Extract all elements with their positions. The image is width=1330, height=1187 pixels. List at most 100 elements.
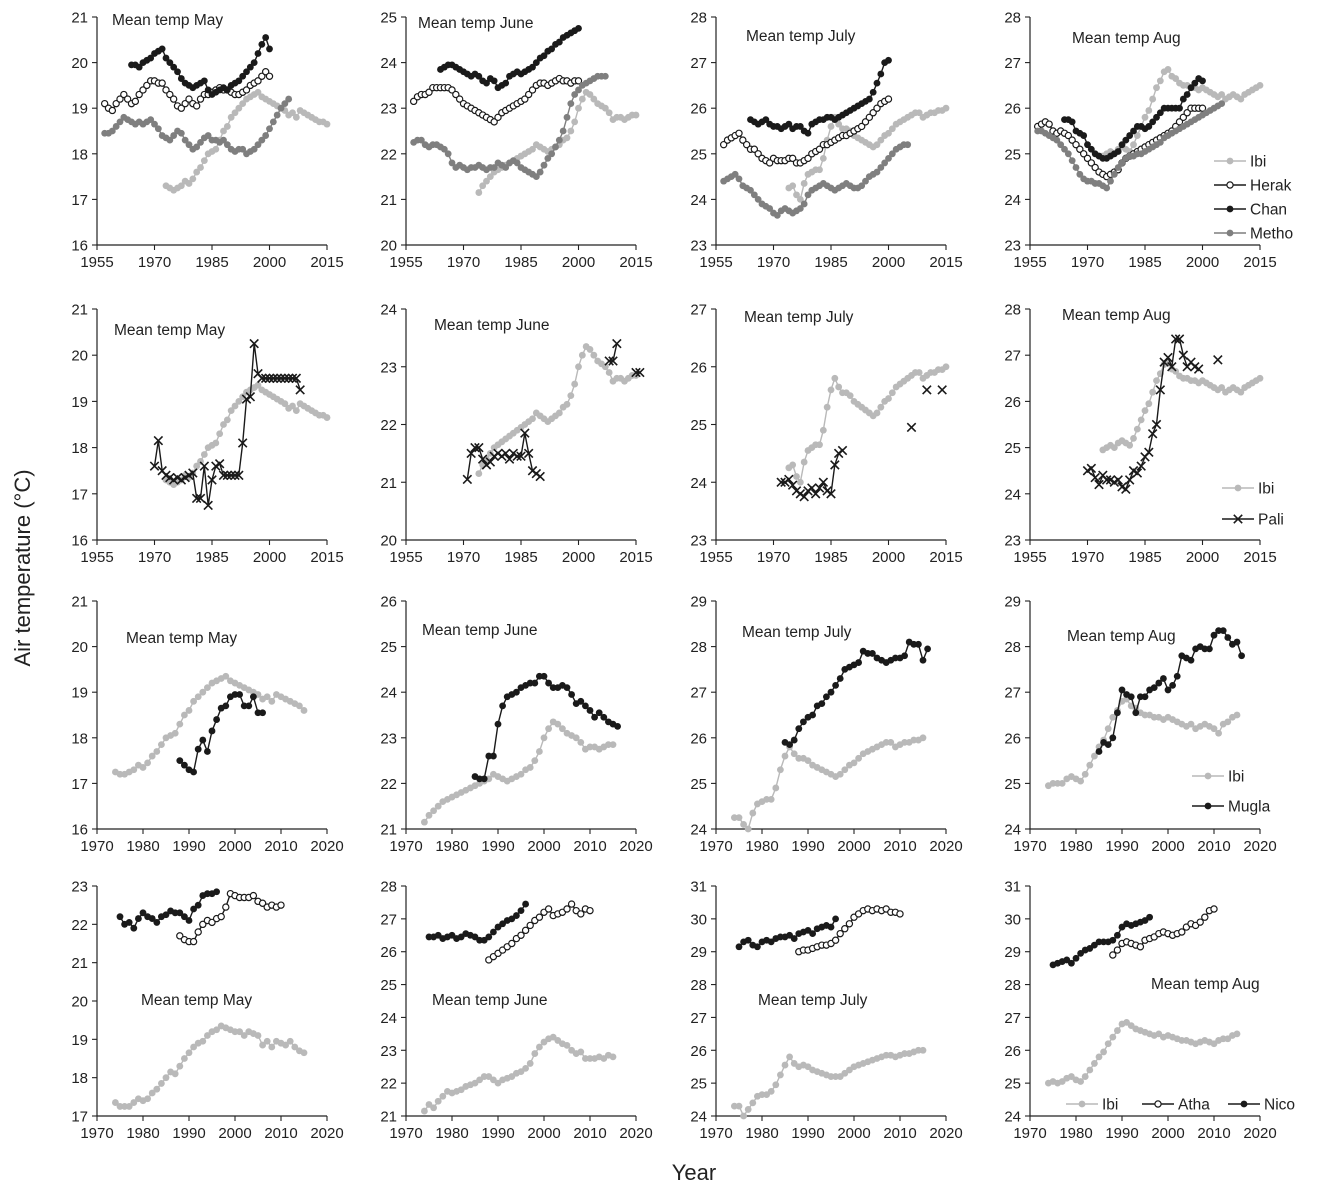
data-point	[531, 679, 539, 687]
data-point	[1072, 164, 1080, 171]
y-tick-label: 25	[690, 146, 707, 163]
data-point	[213, 716, 221, 723]
data-point	[590, 95, 598, 103]
data-point	[185, 1049, 193, 1057]
y-tick-label: 25	[1004, 146, 1021, 163]
legend-entry-atha: Atha	[1142, 1097, 1210, 1114]
y-tick-label: 26	[380, 944, 397, 961]
data-point	[571, 91, 579, 98]
series-ibi	[731, 1046, 927, 1120]
data-point	[1201, 913, 1209, 921]
data-point	[555, 38, 563, 46]
y-tick-label: 28	[1004, 302, 1021, 319]
series-mugla	[471, 672, 621, 783]
data-point	[197, 164, 204, 171]
y-tick-label: 25	[690, 1076, 707, 1093]
data-point	[281, 100, 289, 108]
data-point	[208, 918, 216, 927]
data-point	[1064, 150, 1072, 158]
data-point	[254, 381, 262, 389]
x-tick-label: 1990	[481, 1125, 514, 1142]
data-point	[830, 460, 840, 470]
y-tick-label: 29	[690, 944, 707, 961]
data-point	[788, 154, 797, 163]
data-point	[1149, 118, 1157, 126]
data-point	[292, 113, 300, 121]
data-point	[750, 145, 759, 153]
data-point	[188, 468, 198, 478]
data-point	[149, 461, 160, 471]
series-atha	[176, 889, 285, 946]
data-point	[1153, 377, 1160, 385]
data-point	[1153, 84, 1160, 92]
data-point	[1234, 484, 1242, 492]
data-point	[421, 1107, 428, 1115]
data-point	[1146, 913, 1153, 921]
data-point	[1154, 1100, 1162, 1108]
data-point	[735, 129, 743, 137]
y-tick-label: 26	[1004, 394, 1021, 411]
data-point	[896, 910, 904, 918]
data-point	[735, 814, 743, 821]
data-point	[100, 99, 109, 108]
data-point	[609, 1053, 617, 1061]
data-point	[1183, 91, 1191, 98]
data-point	[877, 70, 885, 78]
data-point	[277, 901, 285, 909]
x-tick-label: 2015	[310, 549, 343, 566]
data-point	[130, 1099, 138, 1106]
y-tick-label: 26	[1004, 730, 1021, 747]
data-point	[835, 120, 843, 128]
data-point	[1077, 777, 1084, 785]
data-point	[273, 111, 281, 119]
data-point	[237, 438, 248, 448]
data-point	[1256, 374, 1264, 382]
data-point	[901, 652, 908, 660]
x-tick-label: 1985	[504, 549, 537, 566]
data-point	[809, 930, 816, 938]
data-point	[513, 912, 520, 919]
panel-4-4: 24 25 26 27 28 29 30 31 1970 1980 1990 2000 2010 2020…	[1004, 879, 1276, 1143]
y-tick-label: 17	[71, 1109, 88, 1126]
x-tick-label: 1985	[504, 254, 537, 271]
data-point	[836, 770, 844, 778]
data-point	[787, 480, 798, 490]
data-point	[130, 766, 138, 774]
data-point	[516, 451, 526, 462]
data-point	[131, 97, 140, 106]
data-point	[832, 915, 839, 923]
series-herak	[719, 95, 893, 167]
data-point	[166, 59, 174, 66]
data-point	[919, 656, 927, 664]
data-point	[130, 924, 138, 932]
data-point	[942, 104, 950, 112]
data-point	[1110, 444, 1118, 451]
x-tick-label: 1980	[435, 1125, 468, 1142]
data-point	[772, 784, 780, 792]
data-point	[567, 100, 575, 108]
data-point	[190, 905, 198, 913]
data-point	[862, 177, 869, 185]
data-point	[254, 77, 262, 85]
y-tick-label: 22	[380, 417, 397, 434]
legend-label: Herak	[1250, 178, 1292, 195]
data-point	[502, 79, 510, 87]
data-point	[281, 400, 289, 408]
y-tick-label: 24	[380, 302, 397, 319]
x-tick-label: 1985	[1128, 254, 1161, 271]
data-point	[250, 145, 258, 153]
data-point	[246, 63, 254, 71]
data-point	[502, 164, 510, 171]
data-point	[223, 416, 231, 424]
data-point	[719, 140, 728, 149]
legend-label: Mugla	[1228, 799, 1271, 816]
data-point	[153, 1085, 161, 1093]
data-point	[421, 818, 428, 826]
data-point	[800, 200, 808, 208]
data-point	[826, 489, 836, 499]
panel-title: Mean temp June	[418, 15, 533, 32]
data-point	[193, 143, 201, 151]
y-tick-label: 26	[1004, 1043, 1021, 1060]
data-point	[108, 127, 116, 135]
data-point	[259, 1041, 266, 1049]
